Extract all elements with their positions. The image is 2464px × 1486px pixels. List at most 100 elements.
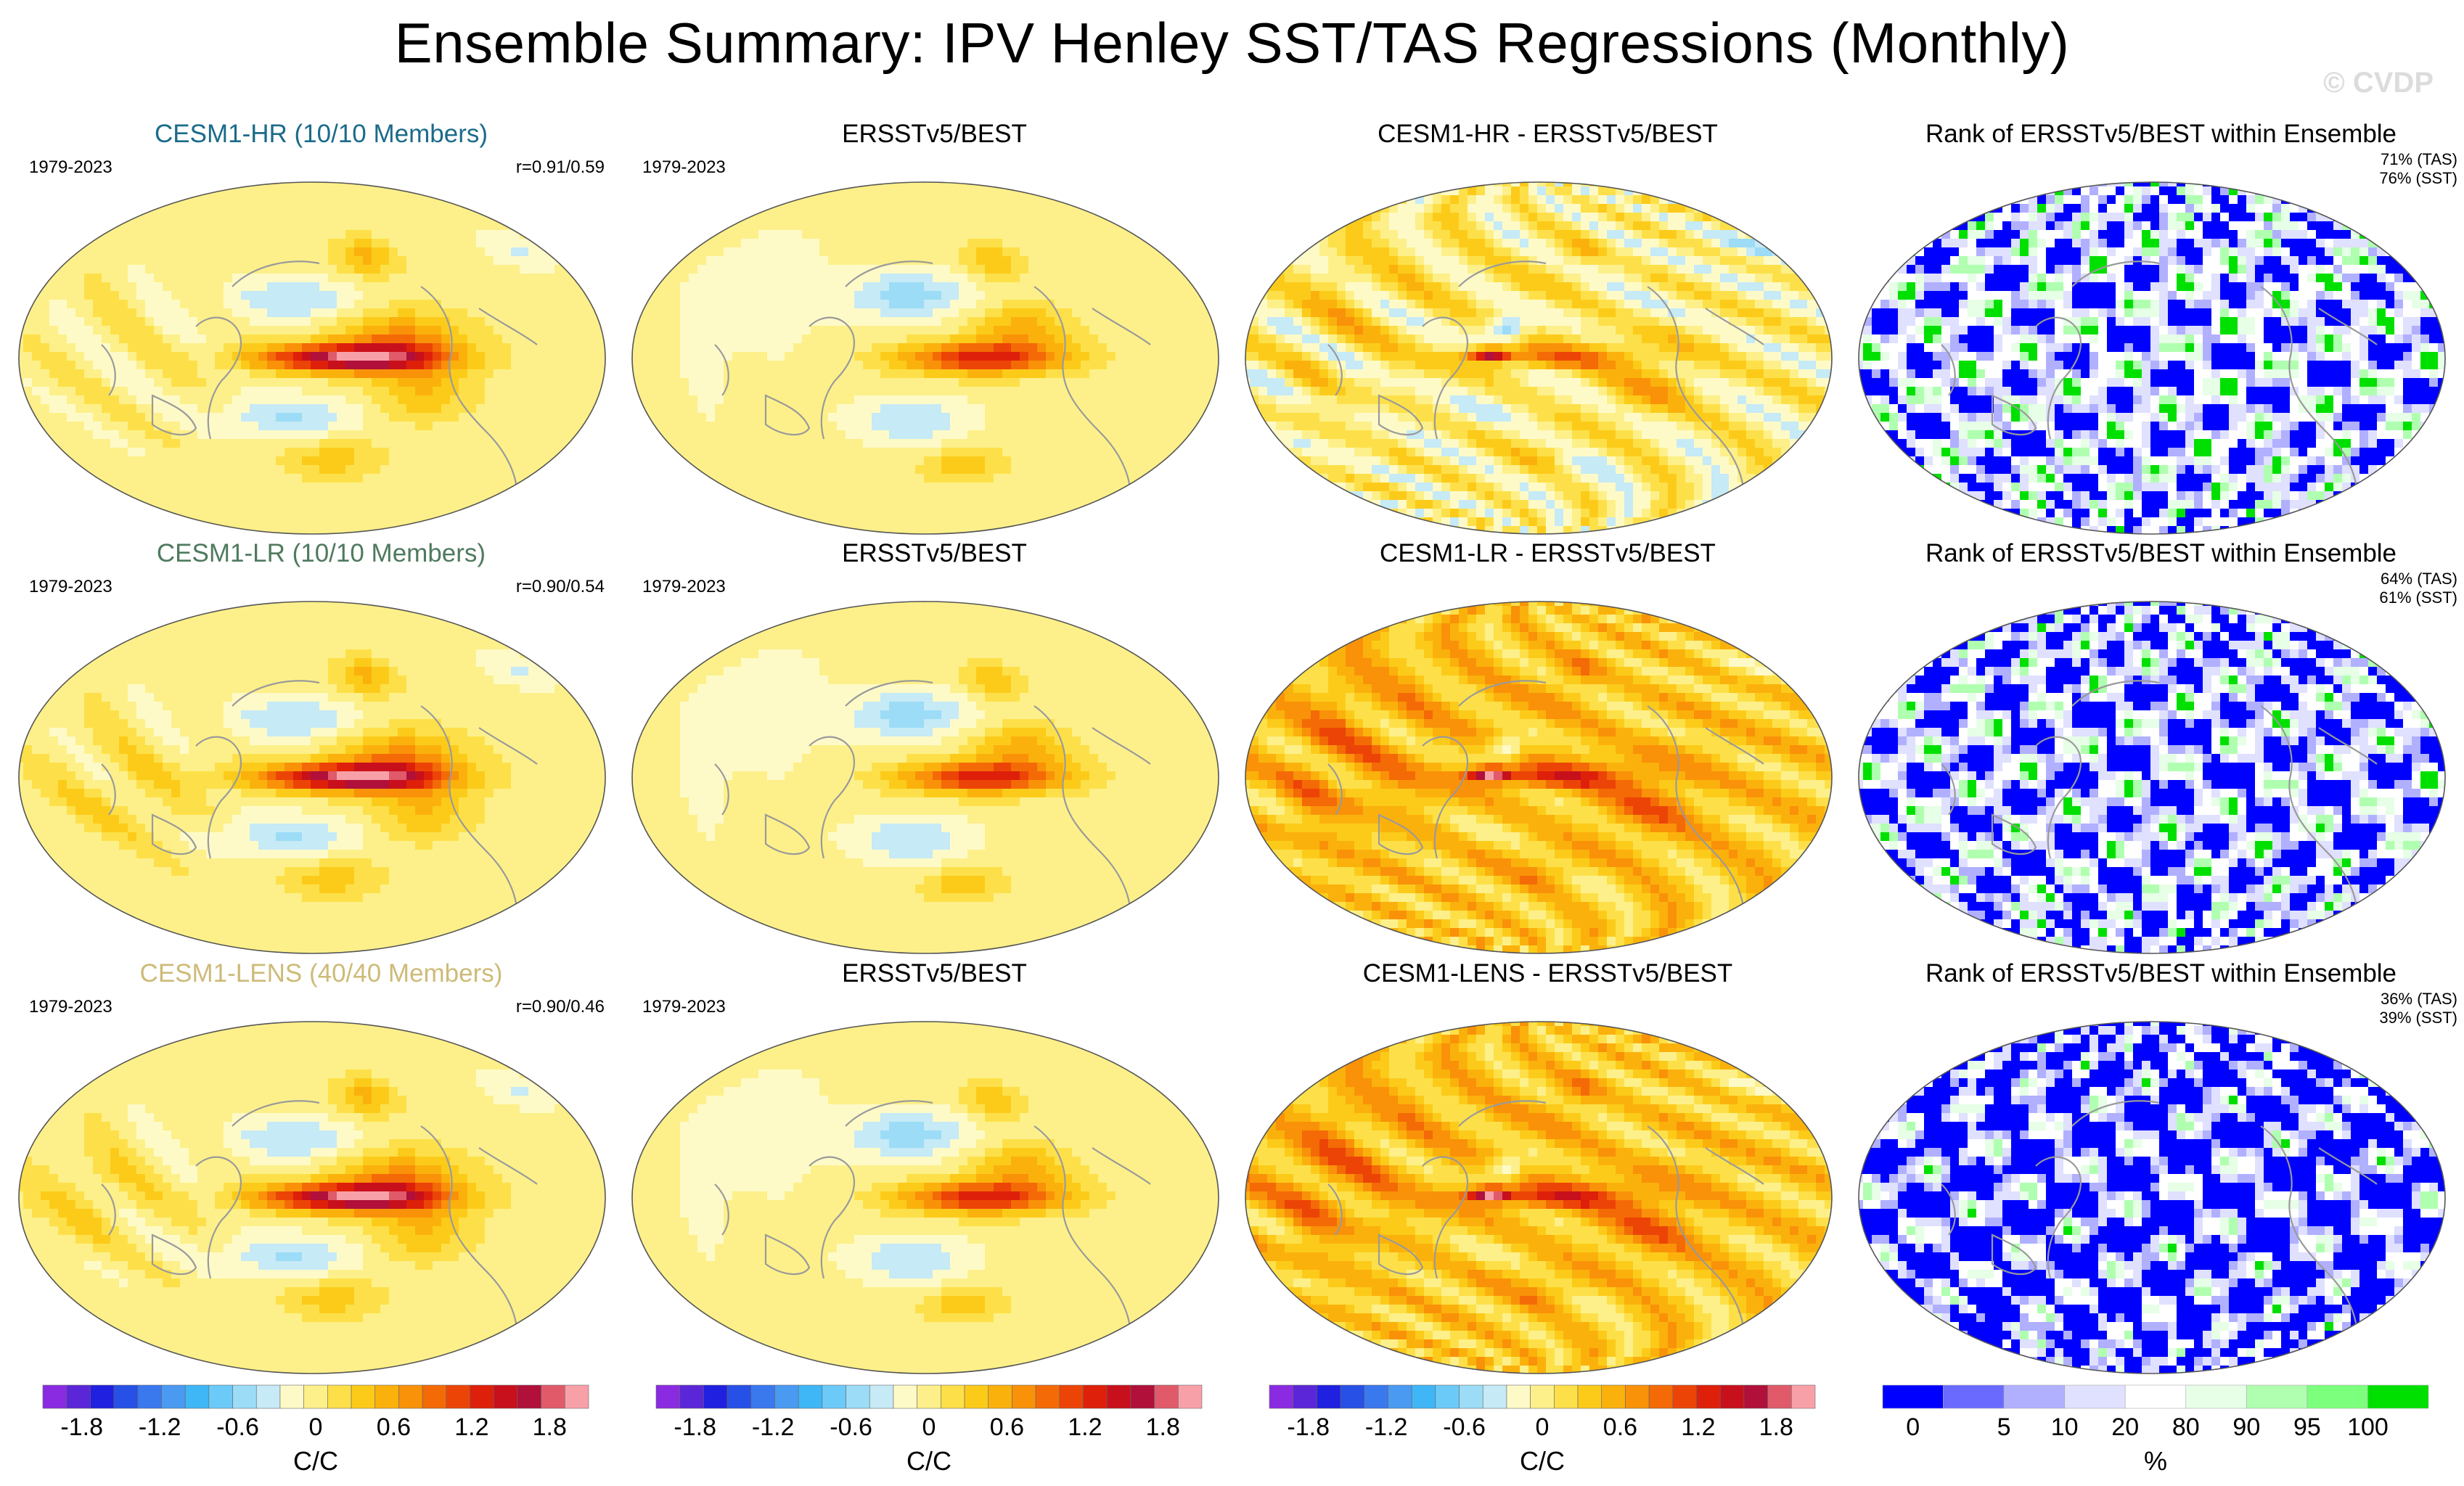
colorbar-swatch <box>1269 1384 1293 1409</box>
coastline <box>1034 286 1131 512</box>
colorbar-swatch <box>1648 1384 1674 1409</box>
coastline <box>1458 260 1547 287</box>
panel-title: Rank of ERSSTv5/BEST within Ensemble <box>1854 959 2464 988</box>
colorbar-swatch <box>2367 1384 2429 1409</box>
colorbar-swatch <box>1106 1384 1131 1409</box>
colorbar-swatch <box>565 1384 589 1409</box>
period-label: 1979-2023 <box>642 157 726 178</box>
colorbar-swatch <box>1601 1384 1626 1409</box>
coastline <box>1034 705 1131 932</box>
rank-panel: Rank of ERSSTv5/BEST within Ensemble 71% … <box>1854 120 2464 537</box>
colorbar-swatch <box>113 1384 139 1409</box>
colorbar-swatch <box>1411 1384 1436 1409</box>
colorbar-swatch <box>493 1384 518 1409</box>
colorbar-swatch <box>726 1384 752 1409</box>
colorbar-swatch <box>1083 1384 1108 1409</box>
map-border <box>18 181 606 535</box>
colorbar-swatch <box>1293 1384 1317 1409</box>
colorbar-swatch <box>2124 1384 2187 1409</box>
colorbar-swatch <box>1577 1384 1603 1409</box>
colorbar-tick-label: 1.2 <box>1068 1413 1102 1442</box>
colorbar-unit: C/C <box>653 1446 1205 1477</box>
colorbar-swatch <box>137 1384 162 1409</box>
coastline <box>478 727 538 765</box>
correlation-label: r=0.90/0.46 <box>516 997 605 1017</box>
panel-title: ERSSTv5/BEST <box>628 959 1241 988</box>
colorbar-swatch <box>303 1384 328 1409</box>
colorbar-swatch <box>1672 1384 1697 1409</box>
coastline <box>845 1100 933 1127</box>
coastline <box>2071 1100 2160 1127</box>
colorbar-swatch <box>1154 1384 1179 1409</box>
colorbar-tick-label: 1.8 <box>1146 1413 1180 1442</box>
panel-title: ERSSTv5/BEST <box>628 539 1241 568</box>
colorbar-swatch <box>2246 1384 2308 1409</box>
map-field <box>1245 602 1832 953</box>
colorbar-swatch <box>2307 1384 2368 1409</box>
colorbar-tick-label: 90 <box>2232 1413 2260 1442</box>
period-label: 1979-2023 <box>29 157 112 178</box>
coastline <box>714 1183 729 1236</box>
model-panel: CESM1-HR (10/10 Members) 1979-2023 r=0.91/… <box>15 120 628 537</box>
coastline <box>2035 1156 2082 1279</box>
obs-panel: ERSSTv5/BEST 1979-2023 <box>628 120 1241 537</box>
colorbar-swatch <box>1340 1384 1365 1409</box>
colorbar-swatch <box>846 1384 870 1409</box>
coastline <box>2260 1125 2358 1352</box>
rank-panel: Rank of ERSSTv5/BEST within Ensemble 64% … <box>1854 539 2464 956</box>
colorbar-swatch <box>1767 1384 1792 1409</box>
colorbar-swatch <box>1388 1384 1412 1409</box>
period-label: 1979-2023 <box>642 997 726 1017</box>
map-border <box>18 601 606 954</box>
coastline <box>1991 1233 2037 1276</box>
rank-pct-tas: 64% (TAS) <box>2381 570 2457 588</box>
colorbar-swatch <box>1791 1384 1816 1409</box>
colorbar-swatch <box>822 1384 846 1409</box>
colorbar-swatch <box>1317 1384 1341 1409</box>
rank-pct-tas: 36% (TAS) <box>2381 990 2457 1009</box>
colorbar-swatch <box>1696 1384 1721 1409</box>
colorbar-swatch <box>655 1384 680 1409</box>
map-border <box>1858 601 2446 954</box>
world-map <box>1858 1021 2446 1374</box>
coastline <box>2318 727 2378 765</box>
colorbar-swatch <box>988 1384 1012 1409</box>
colorbar-ticks: -1.8 -1.2 -0.6 0 0.6 1.2 1.8 <box>40 1413 592 1446</box>
coastline <box>1378 1233 1424 1276</box>
world-map <box>1245 1021 1833 1374</box>
coastline <box>2071 260 2160 287</box>
colorbar-swatch <box>1059 1384 1084 1409</box>
panel-title: CESM1-LR - ERSSTv5/BEST <box>1241 539 1854 568</box>
coastline <box>1092 308 1151 345</box>
map-border <box>1245 601 1833 954</box>
coastline <box>1941 344 1956 396</box>
coastline <box>195 1156 242 1279</box>
colorbar-swatch <box>541 1384 565 1409</box>
coastline <box>101 1183 116 1236</box>
colorbar-ticks: 0 5 10 20 80 90 95 100 <box>1880 1413 2431 1446</box>
colorbar-swatch <box>893 1384 917 1409</box>
colorbar-swatch <box>798 1384 823 1409</box>
colorbar-swatch <box>1012 1384 1036 1409</box>
world-map <box>1858 601 2446 954</box>
colorbar-tick-label: -1.8 <box>60 1413 103 1442</box>
map-border <box>631 1021 1219 1374</box>
coastline <box>764 813 811 855</box>
colorbar-swatch <box>2003 1384 2065 1409</box>
panel-title: CESM1-LR (10/10 Members) <box>15 539 628 568</box>
colorbar-unit: % <box>1880 1446 2431 1477</box>
coastline <box>1705 1147 1764 1185</box>
rank-pct-sst: 39% (SST) <box>2379 1009 2457 1027</box>
colorbar-swatch <box>351 1384 376 1409</box>
model-panel: CESM1-LENS (40/40 Members) 1979-2023 r=0.9… <box>15 959 628 1376</box>
map-border <box>1245 1021 1833 1374</box>
map-field <box>19 1022 605 1374</box>
coastline <box>1991 813 2037 855</box>
correlation-label: r=0.90/0.54 <box>516 577 605 597</box>
colorbar-swatch <box>66 1384 91 1409</box>
colorbar-tick-label: 0 <box>922 1413 936 1442</box>
coastline <box>809 1156 855 1279</box>
colorbar-swatch <box>2064 1384 2126 1409</box>
coastline <box>2260 705 2358 932</box>
map-border <box>1245 181 1833 535</box>
